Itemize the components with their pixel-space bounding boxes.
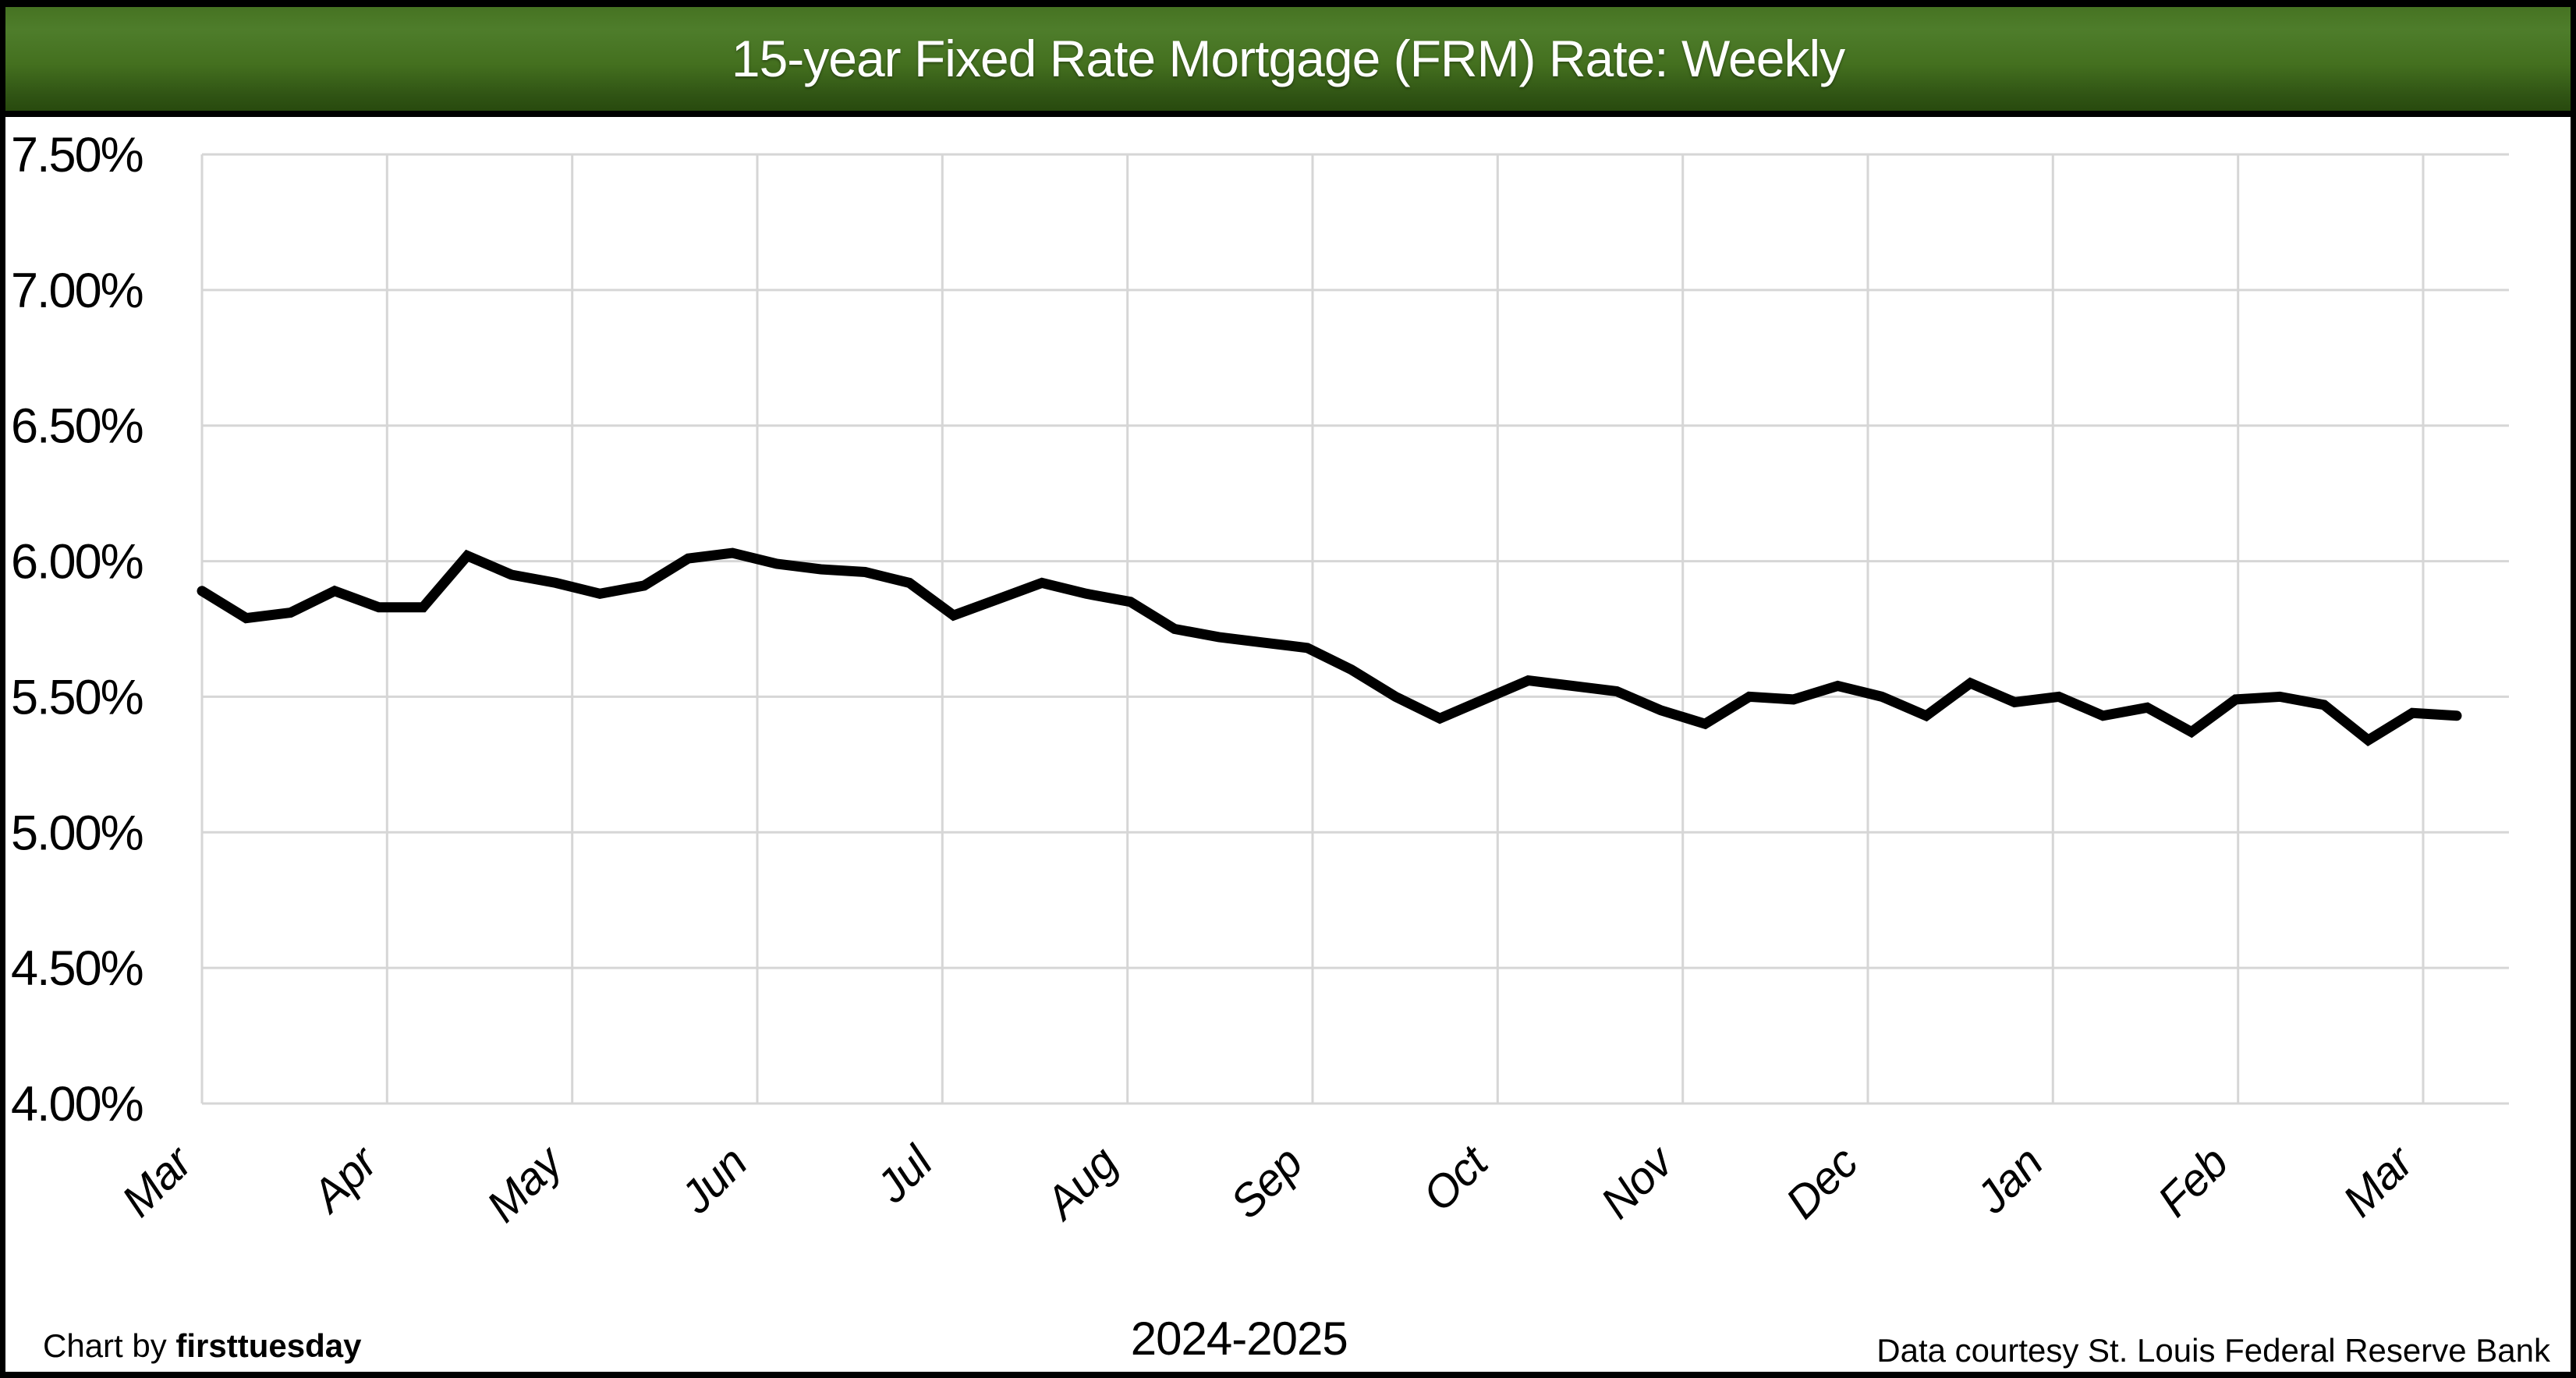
x-axis-period-label: 2024-2025 <box>1130 1312 1348 1365</box>
x-tick-label: Mar <box>2333 1135 2425 1227</box>
y-tick-label: 5.00% <box>11 806 143 860</box>
x-tick-label: Mar <box>112 1135 204 1227</box>
y-axis-tick-labels: 7.50% 7.00% 6.50% 6.00% 5.50% 5.00% 4.50% 4.00% <box>11 128 144 1132</box>
page-title: 15-year Fixed Rate Mortgage (FRM) Rate: … <box>731 30 1845 87</box>
x-tick-label: Jan <box>1966 1137 2053 1224</box>
x-tick-label: Aug <box>1034 1137 1127 1230</box>
x-tick-label: Nov <box>1591 1135 1685 1228</box>
y-tick-label: 4.00% <box>11 1077 143 1132</box>
chart-credit-prefix: Chart by <box>43 1327 176 1364</box>
y-tick-label: 7.00% <box>11 264 143 318</box>
y-tick-label: 6.00% <box>11 535 143 590</box>
x-tick-label: Jun <box>671 1137 757 1224</box>
chart-title-bar: 15-year Fixed Rate Mortgage (FRM) Rate: … <box>5 7 2571 117</box>
x-tick-label: Apr <box>301 1135 388 1223</box>
x-tick-label: May <box>477 1135 574 1231</box>
y-tick-label: 5.50% <box>11 670 143 724</box>
x-tick-label: Jul <box>866 1135 944 1213</box>
chart-credit-brand: firsttuesday <box>175 1327 362 1364</box>
x-tick-label: Oct <box>1413 1135 1499 1220</box>
y-tick-label: 4.50% <box>11 941 143 996</box>
x-tick-label: Sep <box>1221 1137 1312 1228</box>
x-tick-label: Feb <box>2148 1137 2238 1227</box>
y-tick-label: 7.50% <box>11 128 143 182</box>
rate-line-series <box>197 547 2462 747</box>
chart-credit: Chart by firsttuesday <box>43 1327 361 1365</box>
data-source-credit: Data courtesy St. Louis Federal Reserve … <box>1876 1332 2550 1369</box>
y-tick-label: 6.50% <box>11 399 143 454</box>
frm-rate-polyline <box>197 547 2462 747</box>
x-axis-month-labels: Mar Apr May Jun Jul Aug Sep Oct Nov Dec Jan Feb Mar <box>112 1135 2425 1231</box>
x-tick-label: Dec <box>1776 1137 1867 1228</box>
chart-gridlines <box>200 153 2509 1105</box>
